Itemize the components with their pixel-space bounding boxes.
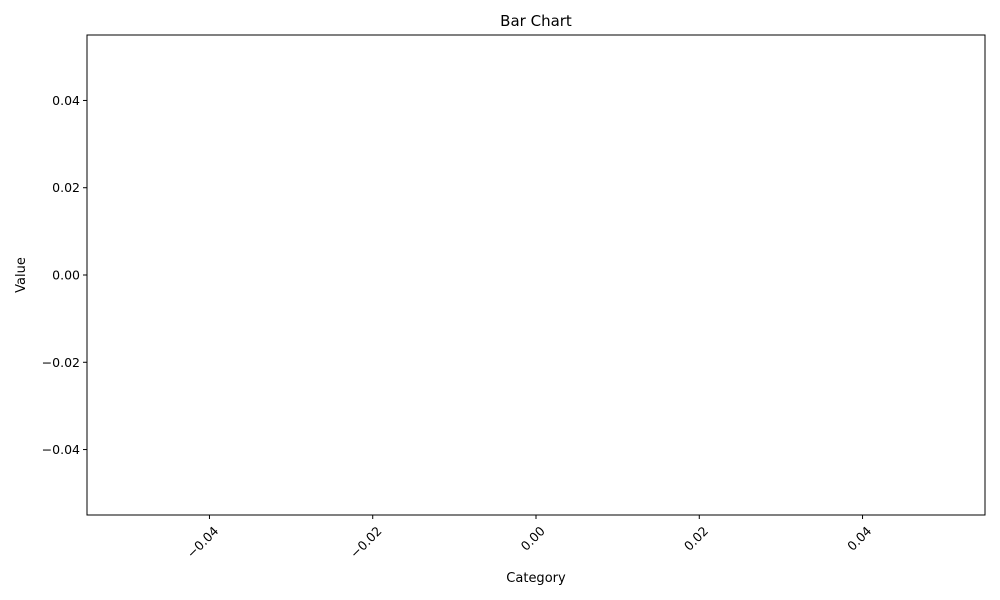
y-tick-label: −0.04 xyxy=(42,442,80,457)
y-tick-label: 0.00 xyxy=(52,268,80,283)
y-axis-title: Value xyxy=(14,257,29,293)
y-tick-label: −0.02 xyxy=(42,355,80,370)
x-axis-title: Category xyxy=(506,571,566,586)
chart-title: Bar Chart xyxy=(500,12,572,30)
y-tick-label: 0.02 xyxy=(52,180,80,195)
y-axis-ticks: −0.04 −0.02 0.00 0.02 0.04 xyxy=(42,93,87,457)
y-tick-label: 0.04 xyxy=(52,93,80,108)
